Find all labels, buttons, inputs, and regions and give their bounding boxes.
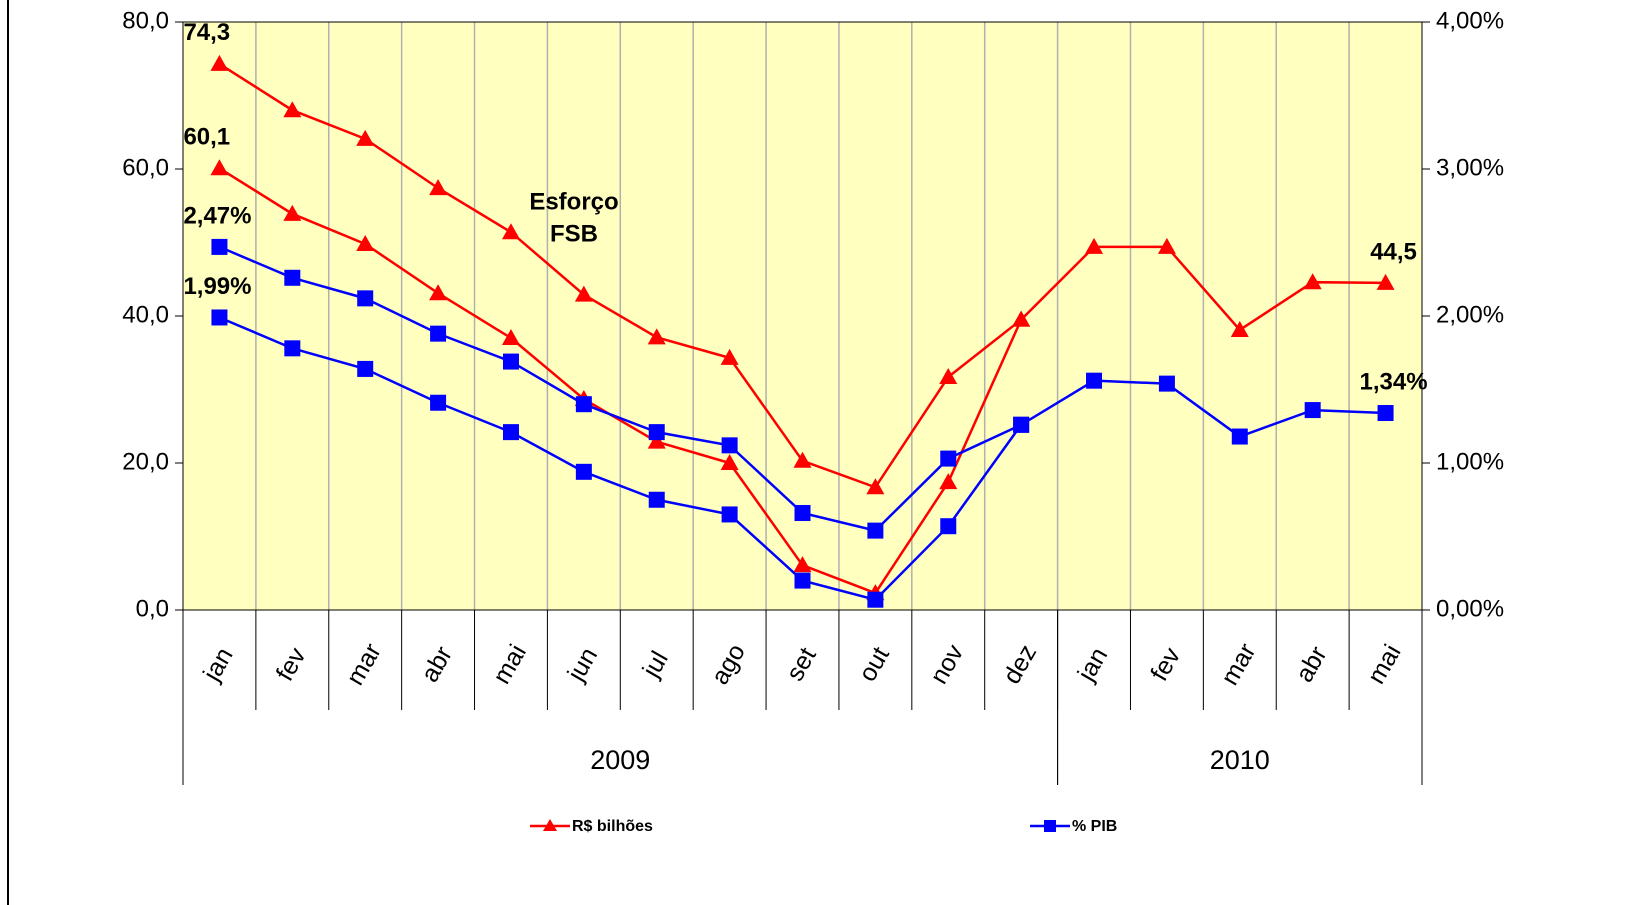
marker: [1230, 320, 1249, 337]
marker: [940, 518, 957, 535]
marker: [1377, 405, 1394, 422]
marker: [1303, 273, 1322, 290]
x-tick-label: mar: [341, 639, 387, 690]
marker: [866, 478, 885, 495]
marker: [429, 179, 448, 196]
y-tick-label: 40,0: [122, 301, 169, 328]
marker: [939, 473, 958, 490]
marker: [284, 269, 301, 286]
x-tick-label: mar: [1216, 639, 1262, 690]
marker: [648, 491, 665, 508]
marker: [1231, 428, 1248, 445]
data-label: 1,99%: [183, 273, 251, 300]
marker: [283, 101, 302, 118]
x-tick-label: out: [853, 642, 895, 686]
y2-tick-label: 1,00%: [1436, 448, 1504, 475]
marker: [575, 463, 592, 480]
marker: [940, 450, 957, 467]
x-tick-label: mai: [1362, 640, 1406, 689]
marker: [1157, 237, 1176, 254]
marker: [575, 396, 592, 413]
marker: [357, 290, 374, 307]
y2-tick-label: 3,00%: [1436, 154, 1504, 181]
marker: [794, 572, 811, 589]
y2-tick-label: 4,00%: [1436, 7, 1504, 34]
marker: [720, 454, 739, 470]
marker: [357, 360, 374, 377]
marker: [430, 325, 447, 342]
y-tick-label: 20,0: [122, 448, 169, 475]
y2-tick-label: 0,00%: [1436, 595, 1504, 622]
marker: [356, 129, 375, 146]
marker: [647, 432, 666, 449]
annotation: FSB: [550, 220, 598, 247]
y-tick-label: 0,0: [136, 595, 169, 622]
series-line: [218, 316, 1023, 602]
x-tick-label: fev: [1145, 642, 1186, 685]
marker: [793, 556, 812, 573]
data-label: 60,1: [183, 124, 230, 151]
annotation: Esforço: [529, 188, 618, 215]
group-label: 2010: [1210, 745, 1270, 775]
marker: [501, 223, 520, 240]
marker: [1158, 375, 1175, 392]
marker: [1086, 372, 1103, 389]
x-tick-label: ago: [706, 639, 751, 689]
marker: [574, 285, 593, 302]
marker: [502, 353, 519, 370]
x-tick-label: jul: [637, 646, 674, 683]
marker: [647, 328, 666, 345]
marker: [283, 204, 302, 221]
x-tick-label: set: [781, 643, 822, 686]
x-tick-label: jan: [197, 643, 238, 687]
group-label: 2009: [590, 745, 650, 775]
marker: [430, 394, 447, 411]
marker: [721, 437, 738, 454]
marker: [1376, 273, 1395, 290]
marker: [867, 591, 884, 608]
marker: [720, 348, 739, 365]
x-tick-label: fev: [271, 642, 312, 685]
marker: [793, 451, 812, 468]
x-tick-label: jan: [1072, 643, 1113, 687]
legend-label: R$ bilhões: [572, 818, 653, 835]
marker: [867, 522, 884, 539]
data-label: 74,3: [183, 19, 230, 46]
marker: [210, 54, 229, 71]
series-line: [218, 167, 1023, 595]
data-label: 44,5: [1370, 238, 1417, 265]
y2-tick-label: 2,00%: [1436, 301, 1504, 328]
data-label: 2,47%: [183, 202, 251, 229]
marker: [501, 329, 520, 346]
y-tick-label: 60,0: [122, 154, 169, 181]
marker: [721, 506, 738, 523]
x-tick-label: abr: [416, 642, 458, 687]
marker: [284, 340, 301, 357]
marker: [648, 424, 665, 441]
plot-area: [183, 22, 1422, 610]
marker: [1304, 402, 1321, 419]
marker: [502, 424, 519, 441]
legend-marker: [543, 819, 557, 831]
marker: [211, 238, 228, 255]
marker: [429, 284, 448, 301]
marker: [356, 234, 375, 251]
marker: [211, 309, 228, 326]
marker: [210, 159, 229, 176]
x-tick-label: dez: [998, 640, 1042, 689]
legend-label: % PIB: [1072, 818, 1117, 835]
legend-marker: [1044, 820, 1056, 832]
marker: [794, 504, 811, 521]
x-tick-label: mai: [488, 640, 532, 689]
marker: [939, 368, 958, 385]
y-tick-label: 80,0: [122, 7, 169, 34]
marker: [1013, 416, 1030, 433]
x-tick-label: abr: [1290, 642, 1332, 687]
x-tick-label: jun: [562, 643, 603, 687]
data-label: 1,34%: [1360, 368, 1428, 395]
marker: [1012, 310, 1031, 327]
marker: [1085, 237, 1104, 254]
x-tick-label: nov: [925, 639, 970, 688]
